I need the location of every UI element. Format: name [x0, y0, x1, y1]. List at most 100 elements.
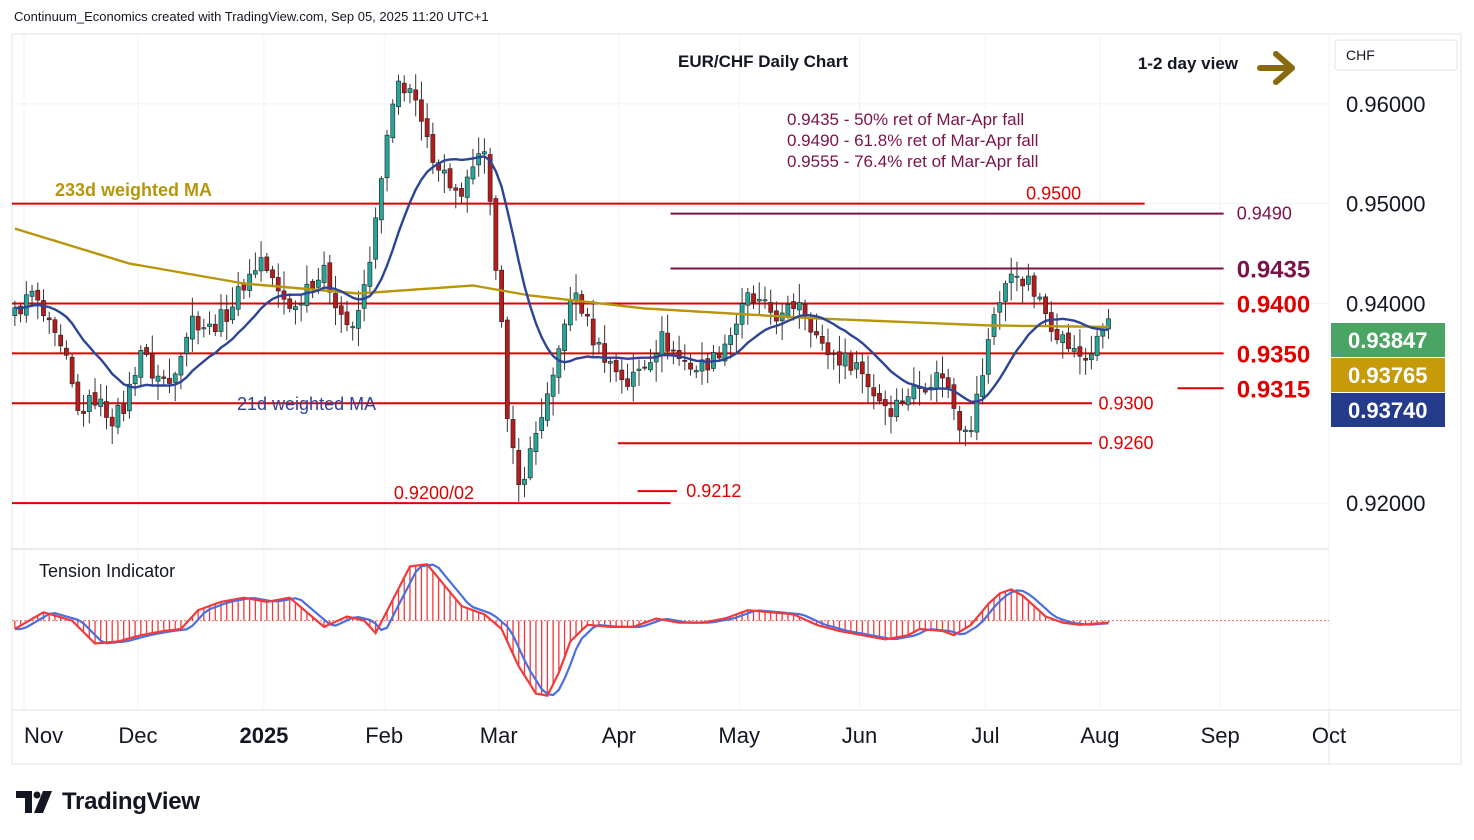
candle-body	[1071, 348, 1077, 352]
candle	[464, 169, 470, 213]
candle-body	[642, 366, 648, 369]
candle-body	[722, 343, 728, 362]
candle-body	[688, 362, 693, 370]
candle	[608, 358, 613, 383]
candle-body	[791, 301, 796, 309]
candle-body	[1060, 334, 1066, 344]
candle	[905, 388, 911, 411]
candle	[796, 283, 802, 329]
candle	[58, 324, 64, 353]
candle	[602, 325, 608, 373]
candle	[390, 99, 396, 143]
candle-body	[419, 99, 424, 122]
candle-body	[819, 336, 825, 344]
candle-body	[1031, 275, 1037, 297]
candle	[951, 377, 957, 421]
candle-body	[86, 395, 92, 412]
candle	[12, 300, 18, 327]
candle-body	[1020, 278, 1026, 287]
candle	[579, 290, 585, 317]
candle	[361, 269, 367, 322]
candle-body	[533, 433, 539, 452]
candle	[510, 405, 516, 465]
candle-body	[733, 323, 739, 335]
candle	[556, 344, 562, 394]
candle-body	[92, 392, 98, 406]
candle-body	[1008, 273, 1014, 283]
price-badge-bg	[1331, 393, 1445, 427]
candle-body	[1077, 346, 1083, 357]
candle	[957, 405, 963, 443]
candle-body	[608, 361, 613, 364]
candle-body	[957, 411, 963, 431]
candle	[934, 360, 940, 403]
candle-body	[900, 400, 905, 403]
candle	[149, 335, 155, 387]
level-label: 0.9435	[1237, 257, 1310, 284]
candle-body	[665, 332, 670, 352]
candle-body	[270, 269, 275, 279]
candle-body	[1094, 335, 1100, 356]
candle	[1060, 330, 1066, 359]
candle	[287, 293, 293, 313]
candle	[424, 103, 430, 148]
candle	[900, 388, 905, 407]
candle-body	[596, 342, 602, 345]
ma233-label: 233d weighted MA	[55, 180, 212, 200]
candle	[373, 207, 378, 269]
candle-body	[1026, 275, 1031, 285]
level-label: 0.9212	[686, 481, 741, 501]
candle-body	[963, 429, 968, 432]
currency-box[interactable]	[1334, 39, 1458, 71]
candle	[590, 299, 596, 356]
candle	[98, 384, 104, 417]
candle	[567, 286, 573, 332]
view-label: 1-2 day view	[1138, 54, 1239, 73]
x-tick-label: Nov	[24, 723, 63, 748]
candle	[539, 398, 545, 439]
x-tick-label: Feb	[365, 723, 403, 748]
candle-body	[567, 299, 573, 326]
candle-body	[951, 384, 957, 409]
time-scale[interactable]: Nov Dec 2025 Feb Mar Apr May Jun Jul Aug Sep Oct	[24, 723, 1346, 748]
candle-body	[579, 294, 585, 314]
candle-body	[636, 368, 642, 371]
candle-body	[550, 374, 556, 397]
candle-body	[275, 277, 281, 292]
price-badge-label: 0.93740	[1348, 398, 1428, 423]
candle-body	[854, 362, 859, 370]
candle-body	[1048, 312, 1054, 332]
y-tick-label: 0.96000	[1346, 92, 1426, 117]
price-pane[interactable]	[12, 74, 1224, 505]
candle-body	[413, 89, 419, 101]
candle	[653, 340, 659, 382]
candle	[894, 388, 900, 422]
candle-body	[745, 292, 751, 306]
candle	[459, 182, 464, 205]
candle	[258, 241, 264, 282]
candle-body	[356, 310, 361, 329]
fib-note: 0.9555 - 76.4% ret of Mar-Apr fall	[787, 152, 1038, 171]
candle-body	[1003, 283, 1008, 302]
candle-body	[109, 416, 115, 427]
level-label: 0.9350	[1237, 341, 1310, 368]
candle	[665, 314, 670, 360]
candle	[688, 353, 693, 376]
candle	[109, 408, 115, 445]
candle-body	[447, 168, 453, 189]
candle-body	[464, 176, 470, 198]
candle	[745, 287, 751, 325]
tension-pane[interactable]	[12, 563, 1329, 697]
candle-body	[264, 256, 270, 271]
price-scale[interactable]: 0.96000 0.95000 0.94000 0.92000	[1346, 92, 1426, 516]
level-lines	[12, 202, 1224, 505]
candle	[46, 311, 52, 334]
candle	[241, 278, 247, 300]
candle	[711, 345, 716, 372]
candle-body	[940, 373, 945, 379]
tradingview-brand[interactable]: TradingView	[16, 788, 200, 816]
candle	[940, 356, 945, 398]
candle	[235, 272, 241, 317]
candle	[997, 290, 1003, 330]
